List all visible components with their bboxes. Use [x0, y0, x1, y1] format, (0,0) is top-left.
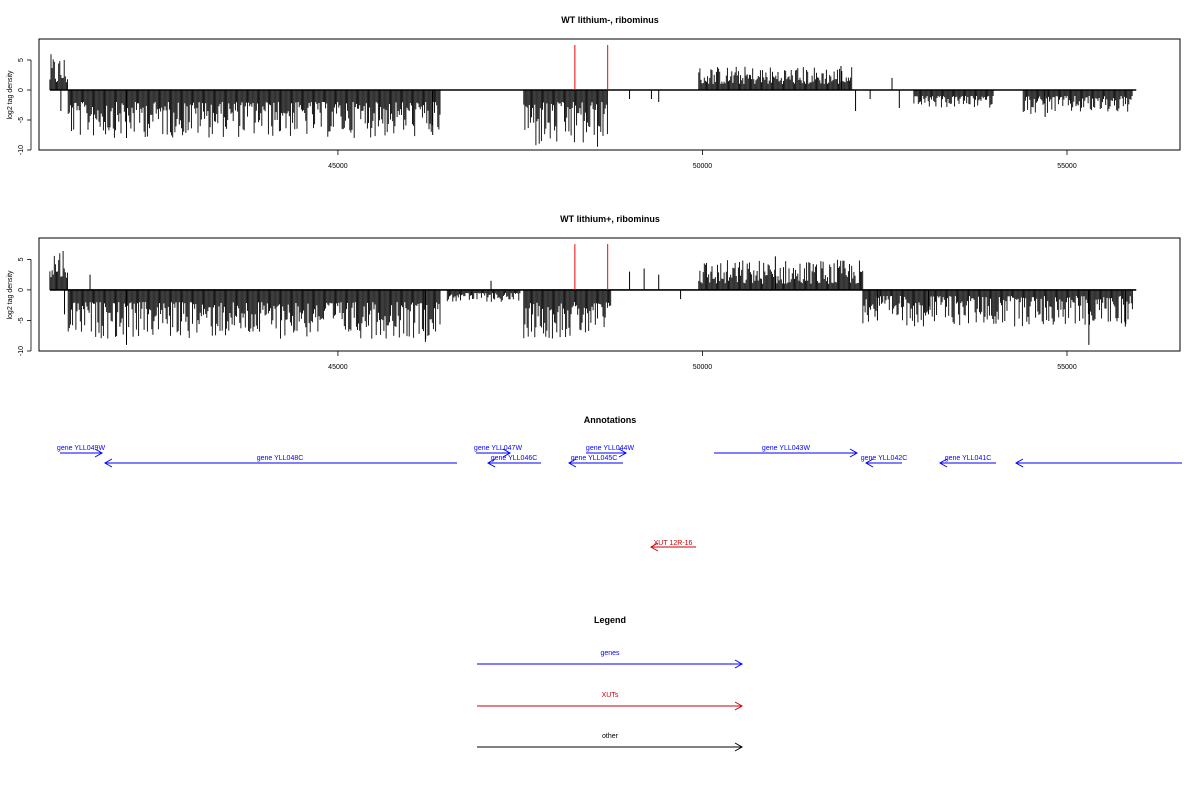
arrow-head-icon	[618, 448, 628, 458]
feature-gene: gene YLL041C	[938, 455, 996, 468]
x-tick-label: 55000	[1057, 163, 1077, 170]
arrow-head-icon	[94, 448, 104, 458]
x-tick-label: 45000	[328, 364, 348, 371]
feature-gene: gene YLL043W	[714, 445, 859, 458]
feature-label: gene YLL044W	[586, 445, 635, 452]
y-axis-label: log2 tag density	[7, 270, 14, 320]
arrow-head-icon	[502, 448, 512, 458]
feature-label: gene YLL046C	[491, 455, 538, 462]
feature-label: XUT 12R-16	[654, 540, 693, 547]
y-tick-label: 0	[18, 88, 25, 92]
y-tick-label: 5	[18, 58, 25, 62]
density-bars	[49, 54, 1137, 147]
arrow-head-icon	[486, 458, 496, 468]
feature-label: gene YLL045C	[571, 455, 618, 462]
plot-frame	[38, 237, 1181, 352]
track-panel-lithium-plus: WT lithium+, ribominus log2 tag density …	[7, 214, 1181, 371]
y-tick-label: 0	[18, 288, 25, 292]
legend-item: XUTs	[477, 692, 744, 711]
y-axis: -10 -5 0 5	[18, 257, 32, 356]
arrow-head-icon	[103, 458, 113, 468]
y-tick-label: -5	[18, 117, 25, 123]
feature-gene: gene YLL049W	[57, 445, 106, 458]
feature-label: gene YLL048C	[257, 455, 304, 462]
x-tick-label: 50000	[693, 364, 713, 371]
y-tick-label: -5	[18, 317, 25, 323]
feature-gene	[1014, 458, 1182, 468]
feature-xut: XUT 12R-16	[649, 540, 696, 552]
legend-title: Legend	[594, 615, 626, 625]
legend-item: genes	[477, 650, 744, 669]
legend-label: genes	[600, 650, 620, 657]
legend: Legend genes XUTs other	[477, 615, 744, 752]
panel-title: WT lithium+, ribominus	[560, 214, 660, 224]
feature-gene: gene YLL047W	[474, 445, 523, 458]
y-axis: -10 -5 0 5	[18, 58, 32, 155]
panel-title: WT lithium-, ribominus	[561, 15, 659, 25]
y-tick-label: -10	[18, 145, 25, 155]
x-axis: 45000 50000 55000	[328, 150, 1077, 170]
y-axis-label: log2 tag density	[7, 70, 14, 120]
plot-frame	[38, 38, 1181, 151]
feature-gene: gene YLL044W	[586, 445, 635, 458]
x-tick-label: 50000	[693, 163, 713, 170]
y-tick-label: 5	[18, 257, 25, 261]
feature-label: gene YLL049W	[57, 445, 106, 452]
legend-items: genes XUTs other	[477, 650, 744, 752]
feature-gene: gene YLL046C	[486, 455, 541, 468]
x-axis: 45000 50000 55000	[328, 351, 1077, 371]
feature-gene: gene YLL042C	[861, 455, 908, 468]
arrow-head-icon	[849, 448, 859, 458]
track-panel-lithium-minus: WT lithium-, ribominus log2 tag density …	[7, 15, 1181, 170]
x-tick-label: 45000	[328, 163, 348, 170]
red-markers	[574, 45, 609, 90]
legend-label: XUTs	[602, 692, 619, 699]
legend-item: other	[477, 733, 744, 752]
density-bars	[49, 251, 1137, 345]
arrow-head-icon	[567, 458, 577, 468]
feature-label: gene YLL041C	[945, 455, 992, 462]
x-tick-label: 55000	[1057, 364, 1077, 371]
arrow-head-icon	[734, 659, 744, 669]
feature-gene: gene YLL045C	[567, 455, 623, 468]
feature-label: gene YLL043W	[762, 445, 811, 452]
y-tick-label: -10	[18, 346, 25, 356]
feature-gene: gene YLL048C	[103, 455, 457, 468]
arrow-head-icon	[864, 458, 874, 468]
arrow-head-icon	[734, 742, 744, 752]
annotations-title: Annotations	[584, 415, 637, 425]
arrow-head-icon	[938, 458, 948, 468]
legend-label: other	[602, 733, 619, 740]
arrow-head-icon	[1014, 458, 1024, 468]
feature-label: gene YLL047W	[474, 445, 523, 452]
arrow-head-icon	[649, 542, 659, 552]
arrow-head-icon	[734, 701, 744, 711]
red-markers	[574, 244, 609, 290]
feature-arrows: gene YLL049W gene YLL048C gene YLL047W gene…	[57, 445, 1182, 552]
feature-label: gene YLL042C	[861, 455, 908, 462]
